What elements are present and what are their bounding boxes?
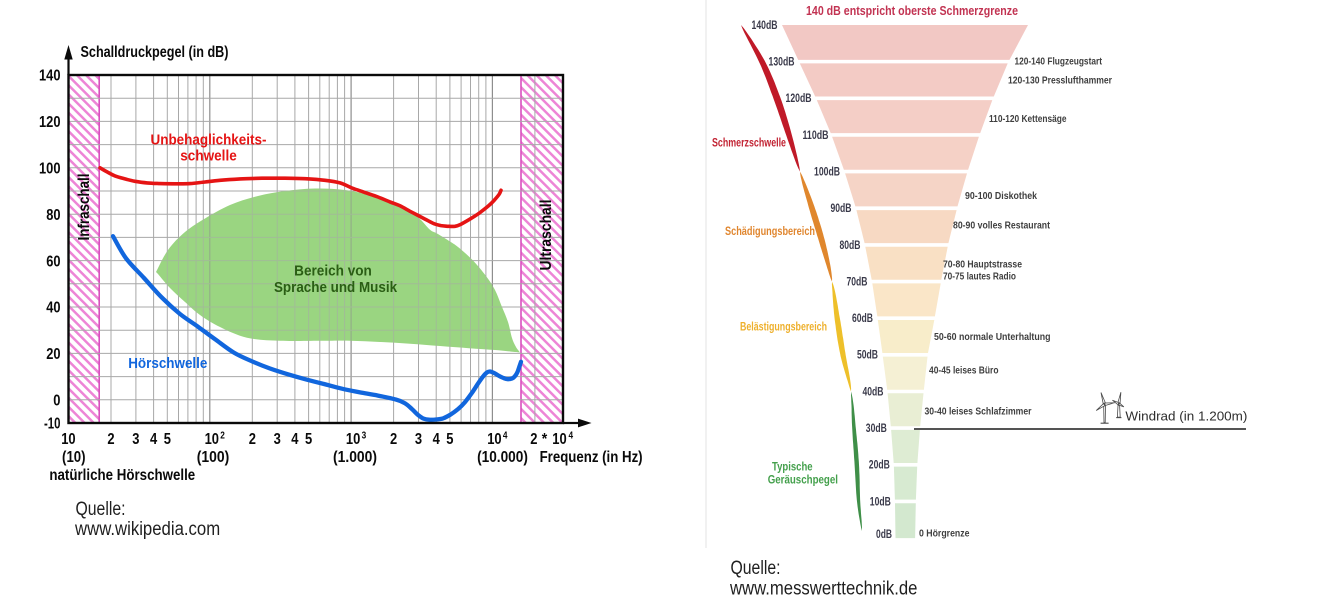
svg-text:5: 5 xyxy=(446,431,453,448)
svg-text:Ultraschall: Ultraschall xyxy=(538,200,555,271)
svg-text:20: 20 xyxy=(46,346,60,363)
svg-text:-10: -10 xyxy=(44,416,61,433)
svg-text:40-45 leises Büro: 40-45 leises Büro xyxy=(929,365,999,377)
svg-text:110-120 Kettensäge: 110-120 Kettensäge xyxy=(989,113,1067,125)
svg-text:130dB: 130dB xyxy=(769,57,795,69)
svg-text:140: 140 xyxy=(39,68,61,85)
svg-text:Sprache und Musik: Sprache und Musik xyxy=(274,279,398,296)
svg-text:(10.000): (10.000) xyxy=(477,449,528,466)
svg-text:70dB: 70dB xyxy=(847,276,868,288)
svg-text:Schädigungsbereich: Schädigungsbereich xyxy=(725,224,815,238)
svg-text:www.wikipedia.com: www.wikipedia.com xyxy=(74,519,220,540)
svg-text:80: 80 xyxy=(46,207,60,224)
svg-text:Schalldruckpegel (in dB): Schalldruckpegel (in dB) xyxy=(81,44,229,61)
svg-text:Quelle:: Quelle: xyxy=(731,558,781,579)
svg-text:30dB: 30dB xyxy=(866,423,887,435)
svg-text:Belästigungsbereich: Belästigungsbereich xyxy=(740,320,827,334)
svg-text:10dB: 10dB xyxy=(870,496,891,508)
svg-text:5: 5 xyxy=(305,431,312,448)
svg-text:3: 3 xyxy=(132,431,139,448)
svg-text:2: 2 xyxy=(107,431,114,448)
svg-text:2: 2 xyxy=(249,431,256,448)
svg-text:90dB: 90dB xyxy=(831,203,852,215)
svg-text:4: 4 xyxy=(433,431,440,448)
svg-text:50dB: 50dB xyxy=(857,350,878,362)
svg-text:0: 0 xyxy=(53,393,60,410)
svg-text:Geräuschpegel: Geräuschpegel xyxy=(768,473,838,487)
svg-text:schwelle: schwelle xyxy=(180,148,237,165)
svg-text:120: 120 xyxy=(39,114,61,131)
svg-text:70-75 lautes Radio: 70-75 lautes Radio xyxy=(943,271,1016,283)
svg-text:10: 10 xyxy=(487,431,501,448)
svg-text:90-100 Diskothek: 90-100 Diskothek xyxy=(965,190,1037,202)
svg-text:80dB: 80dB xyxy=(840,240,861,252)
svg-text:www.messwerttechnik.de: www.messwerttechnik.de xyxy=(729,579,917,600)
svg-text:Quelle:: Quelle: xyxy=(76,499,126,520)
svg-text:100: 100 xyxy=(39,161,61,178)
svg-text:(100): (100) xyxy=(197,449,230,466)
svg-text:110dB: 110dB xyxy=(803,130,829,142)
svg-text:(1.000): (1.000) xyxy=(333,449,377,466)
svg-text:5: 5 xyxy=(164,431,171,448)
svg-text:Bereich von: Bereich von xyxy=(294,263,372,280)
svg-text:natürliche Hörschwelle: natürliche Hörschwelle xyxy=(49,467,195,484)
svg-text:4: 4 xyxy=(291,431,298,448)
svg-text:100dB: 100dB xyxy=(814,167,840,179)
svg-text:3: 3 xyxy=(274,431,281,448)
svg-text:120dB: 120dB xyxy=(786,93,812,105)
svg-text:140 dB entspricht oberste Schm: 140 dB entspricht oberste Schmerzgrenze xyxy=(806,3,1018,18)
svg-text:2: 2 xyxy=(530,431,537,448)
svg-text:4: 4 xyxy=(503,431,508,442)
svg-text:10: 10 xyxy=(61,431,75,448)
svg-text:Schmerzschwelle: Schmerzschwelle xyxy=(712,136,786,150)
svg-text:4: 4 xyxy=(150,431,157,448)
svg-text:10: 10 xyxy=(552,431,566,448)
svg-text:40: 40 xyxy=(46,300,60,317)
svg-text:3: 3 xyxy=(362,431,367,442)
svg-text:2: 2 xyxy=(390,431,397,448)
svg-text:80-90 volles Restaurant: 80-90 volles Restaurant xyxy=(953,220,1050,232)
svg-text:30-40 leises Schlafzimmer: 30-40 leises Schlafzimmer xyxy=(925,405,1032,417)
svg-text:Unbehaglichkeits-: Unbehaglichkeits- xyxy=(151,132,267,149)
svg-text:10: 10 xyxy=(346,431,360,448)
svg-text:0dB: 0dB xyxy=(876,529,892,541)
svg-text:140dB: 140dB xyxy=(752,20,778,32)
svg-text:Frequenz (in Hz): Frequenz (in Hz) xyxy=(540,449,643,466)
svg-text:*: * xyxy=(542,431,548,448)
svg-text:120-130 Presslufthammer: 120-130 Presslufthammer xyxy=(1008,75,1112,87)
svg-text:Hörschwelle: Hörschwelle xyxy=(128,355,207,372)
svg-text:(10): (10) xyxy=(62,449,86,466)
svg-text:10: 10 xyxy=(205,431,219,448)
svg-text:Infraschall: Infraschall xyxy=(76,174,93,241)
svg-text:60: 60 xyxy=(46,253,60,270)
svg-text:60dB: 60dB xyxy=(852,313,873,325)
svg-text:50-60 normale Unterhaltung: 50-60 normale Unterhaltung xyxy=(934,331,1051,343)
svg-text:Typische: Typische xyxy=(772,460,813,474)
svg-text:2: 2 xyxy=(220,431,225,442)
svg-text:70-80 Hauptstrasse: 70-80 Hauptstrasse xyxy=(943,259,1022,271)
svg-text:3: 3 xyxy=(415,431,422,448)
svg-text:120-140 Flugzeugstart: 120-140 Flugzeugstart xyxy=(1015,56,1103,68)
svg-text:0 Hörgrenze: 0 Hörgrenze xyxy=(919,527,970,539)
svg-text:20dB: 20dB xyxy=(869,460,890,472)
svg-text:4: 4 xyxy=(569,431,574,442)
svg-text:Windrad (in 1.200m): Windrad (in 1.200m) xyxy=(1125,409,1247,423)
svg-text:40dB: 40dB xyxy=(863,386,884,398)
